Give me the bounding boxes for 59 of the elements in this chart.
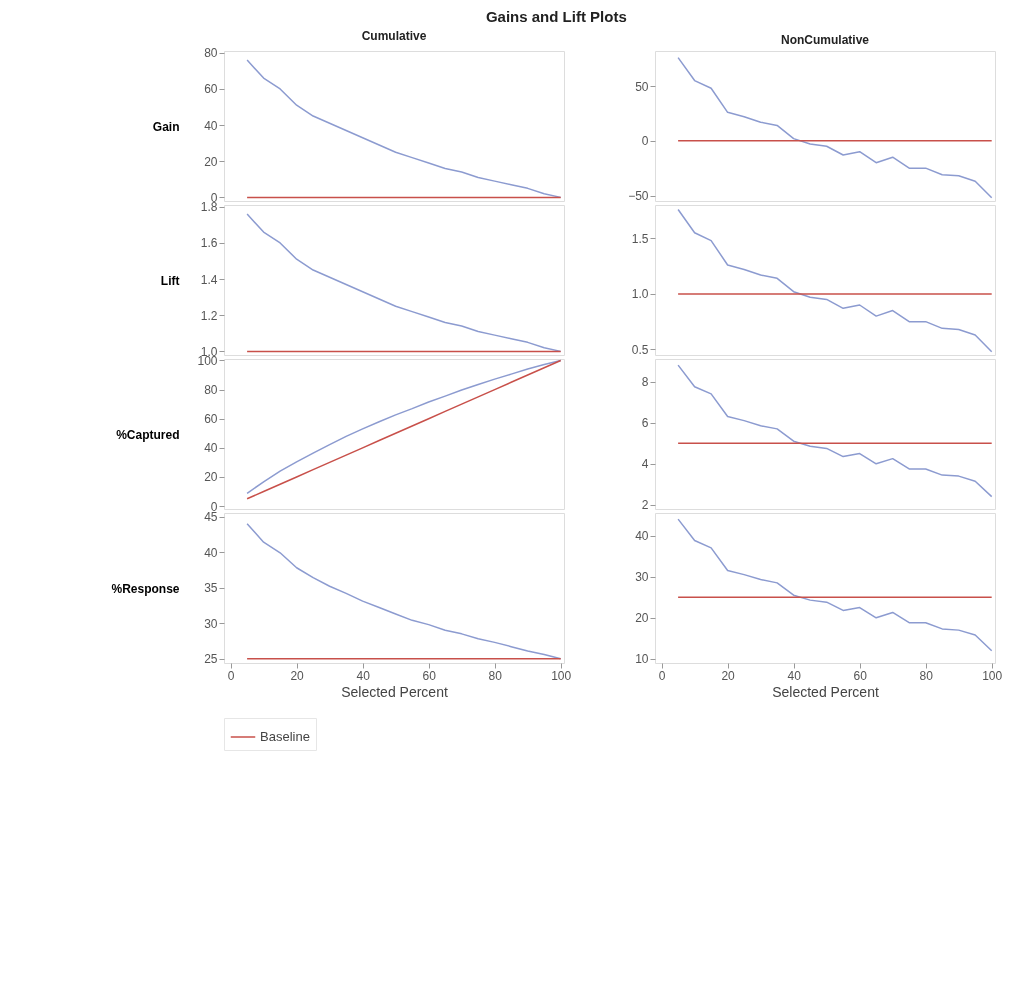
x-tick-label: 100 [982,668,1003,683]
y-tick-label: 40 [204,441,218,456]
y-tick-label: 40 [204,545,218,560]
y-axis-title: %Captured [116,427,180,442]
y-tick-label: 2 [641,498,649,513]
y-tick-label: 30 [635,570,649,585]
x-tick-label: 100 [551,668,572,683]
y-tick-label: 1.2 [200,308,218,323]
y-tick-label: 60 [204,412,218,427]
y-tick-label: 25 [204,652,218,667]
y-tick-label: 1.0 [631,287,649,302]
y-tick-label: 1.6 [200,236,218,251]
line-series [246,213,562,353]
line-series [677,518,993,652]
y-tick-label: 80 [204,46,218,61]
y-tick-label: 20 [204,154,218,169]
x-tick-label: 60 [853,668,868,683]
y-tick-label: 45 [204,510,218,525]
y-tick-label: 1.4 [200,272,218,287]
y-tick-label: 60 [204,82,218,97]
y-tick-label: 0.5 [631,342,649,357]
x-axis-title: Selected Percent [341,683,448,700]
x-tick-label: 80 [488,668,503,683]
chart-title: Gains and Lift Plots [485,8,627,26]
y-axis-title: Gain [152,119,180,134]
y-tick-label: 1.5 [631,231,649,246]
x-axis-title: Selected Percent [772,683,879,700]
line-series [246,59,562,199]
y-tick-label: 35 [204,581,218,596]
y-tick-label: 0 [641,134,649,149]
y-tick-label: 30 [204,616,218,631]
line-series [677,364,993,498]
chart-subtitle: Cumulative [361,28,427,43]
x-tick-label: 40 [787,668,802,683]
y-tick-label: 20 [635,611,649,626]
y-tick-label: 4 [641,457,649,472]
x-tick-label: 0 [227,668,235,683]
y-axis-title: Lift [160,273,180,288]
y-tick-label: 6 [641,416,649,431]
y-tick-label: 10 [635,652,649,667]
x-tick-label: 80 [919,668,934,683]
x-tick-label: 20 [290,668,305,683]
y-axis-title: %Response [111,581,180,596]
y-tick-label: −50 [628,189,649,204]
y-tick-label: 40 [204,118,218,133]
y-tick-label: 80 [204,383,218,398]
line-series [246,522,562,660]
x-tick-label: 0 [658,668,666,683]
y-tick-label: 8 [641,375,649,390]
line-series [677,208,993,353]
y-tick-label: 20 [204,470,218,485]
line-series [677,56,993,199]
x-tick-label: 40 [356,668,371,683]
y-tick-label: 40 [635,529,649,544]
x-tick-label: 60 [422,668,437,683]
legend-label: Baseline [260,729,310,744]
y-tick-label: 50 [635,79,649,94]
x-tick-label: 20 [721,668,736,683]
chart-subtitle: NonCumulative [780,33,870,47]
